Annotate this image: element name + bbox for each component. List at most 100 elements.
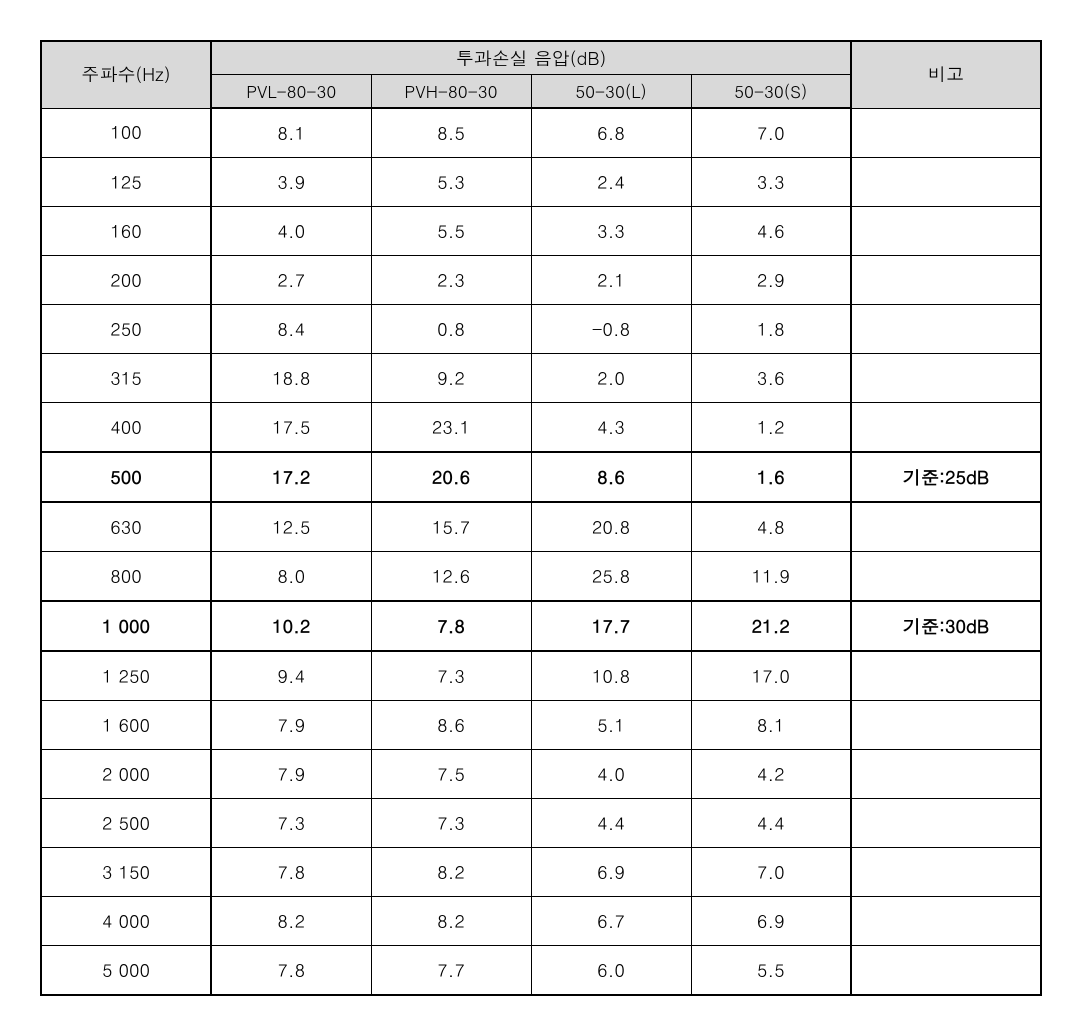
cell-value: 12.6 <box>371 552 531 602</box>
cell-value: 10.2 <box>211 601 371 651</box>
cell-frequency: 1 000 <box>41 601 211 651</box>
cell-value: 4.6 <box>691 207 851 256</box>
cell-value: 8.6 <box>371 701 531 750</box>
header-col-50s: 50-30(S) <box>691 75 851 109</box>
cell-frequency: 2 500 <box>41 799 211 848</box>
cell-value: -0.8 <box>531 305 691 354</box>
header-col-pvh: PVH-80-30 <box>371 75 531 109</box>
cell-note: 기준:30dB <box>851 601 1041 651</box>
cell-note <box>851 897 1041 946</box>
cell-value: 4.0 <box>211 207 371 256</box>
table-row: 40017.523.14.31.2 <box>41 403 1041 453</box>
cell-value: 1.2 <box>691 403 851 453</box>
cell-value: 7.3 <box>371 799 531 848</box>
cell-note <box>851 108 1041 158</box>
cell-value: 4.3 <box>531 403 691 453</box>
cell-value: 20.8 <box>531 502 691 552</box>
table-row: 63012.515.720.84.8 <box>41 502 1041 552</box>
table-row: 1 6007.98.65.18.1 <box>41 701 1041 750</box>
cell-value: 17.5 <box>211 403 371 453</box>
cell-frequency: 800 <box>41 552 211 602</box>
cell-value: 7.5 <box>371 750 531 799</box>
cell-value: 8.4 <box>211 305 371 354</box>
table-row: 1 2509.47.310.817.0 <box>41 651 1041 701</box>
transmission-loss-table: 주파수(Hz) 투과손실 음압(dB) 비고 PVL-80-30 PVH-80-… <box>40 40 1042 996</box>
cell-frequency: 400 <box>41 403 211 453</box>
cell-frequency: 630 <box>41 502 211 552</box>
cell-frequency: 200 <box>41 256 211 305</box>
cell-value: 8.2 <box>371 897 531 946</box>
cell-value: 11.9 <box>691 552 851 602</box>
cell-value: 8.2 <box>371 848 531 897</box>
table-body: 1008.18.56.87.01253.95.32.43.31604.05.53… <box>41 108 1041 995</box>
table-row: 8008.012.625.811.9 <box>41 552 1041 602</box>
cell-value: 1.6 <box>691 452 851 502</box>
cell-value: 17.7 <box>531 601 691 651</box>
table-header: 주파수(Hz) 투과손실 음압(dB) 비고 PVL-80-30 PVH-80-… <box>41 41 1041 108</box>
cell-note <box>851 158 1041 207</box>
cell-value: 7.9 <box>211 701 371 750</box>
header-group-loss: 투과손실 음압(dB) <box>211 41 851 75</box>
table-row: 1253.95.32.43.3 <box>41 158 1041 207</box>
cell-value: 7.3 <box>371 651 531 701</box>
cell-value: 2.7 <box>211 256 371 305</box>
cell-note: 기준:25dB <box>851 452 1041 502</box>
cell-value: 21.2 <box>691 601 851 651</box>
cell-value: 2.3 <box>371 256 531 305</box>
cell-value: 4.8 <box>691 502 851 552</box>
cell-note <box>851 354 1041 403</box>
cell-value: 3.6 <box>691 354 851 403</box>
cell-note <box>851 848 1041 897</box>
cell-value: 12.5 <box>211 502 371 552</box>
cell-note <box>851 502 1041 552</box>
cell-frequency: 500 <box>41 452 211 502</box>
cell-frequency: 4 000 <box>41 897 211 946</box>
cell-value: 7.0 <box>691 108 851 158</box>
cell-value: 17.0 <box>691 651 851 701</box>
cell-value: 5.1 <box>531 701 691 750</box>
cell-value: 7.9 <box>211 750 371 799</box>
cell-value: 6.8 <box>531 108 691 158</box>
cell-value: 4.4 <box>691 799 851 848</box>
cell-value: 7.3 <box>211 799 371 848</box>
cell-value: 25.8 <box>531 552 691 602</box>
table-row: 2 5007.37.34.44.4 <box>41 799 1041 848</box>
cell-value: 20.6 <box>371 452 531 502</box>
cell-frequency: 3 150 <box>41 848 211 897</box>
cell-value: 10.8 <box>531 651 691 701</box>
table-row: 1 00010.27.817.721.2기준:30dB <box>41 601 1041 651</box>
header-note: 비고 <box>851 41 1041 108</box>
cell-frequency: 125 <box>41 158 211 207</box>
cell-value: 15.7 <box>371 502 531 552</box>
cell-value: 7.8 <box>371 601 531 651</box>
cell-note <box>851 403 1041 453</box>
cell-note <box>851 651 1041 701</box>
cell-note <box>851 256 1041 305</box>
cell-value: 4.4 <box>531 799 691 848</box>
cell-note <box>851 799 1041 848</box>
cell-value: 6.7 <box>531 897 691 946</box>
cell-value: 0.8 <box>371 305 531 354</box>
header-frequency: 주파수(Hz) <box>41 41 211 108</box>
cell-frequency: 100 <box>41 108 211 158</box>
cell-value: 2.9 <box>691 256 851 305</box>
cell-value: 7.8 <box>211 848 371 897</box>
cell-value: 3.3 <box>531 207 691 256</box>
cell-value: 5.5 <box>371 207 531 256</box>
cell-frequency: 1 600 <box>41 701 211 750</box>
cell-frequency: 1 250 <box>41 651 211 701</box>
cell-value: 7.0 <box>691 848 851 897</box>
cell-value: 3.9 <box>211 158 371 207</box>
cell-value: 4.2 <box>691 750 851 799</box>
cell-value: 23.1 <box>371 403 531 453</box>
cell-value: 2.4 <box>531 158 691 207</box>
cell-note <box>851 701 1041 750</box>
table-row: 2 0007.97.54.04.2 <box>41 750 1041 799</box>
cell-frequency: 160 <box>41 207 211 256</box>
table-row: 2508.40.8-0.81.8 <box>41 305 1041 354</box>
cell-value: 3.3 <box>691 158 851 207</box>
table-row: 1008.18.56.87.0 <box>41 108 1041 158</box>
cell-value: 9.2 <box>371 354 531 403</box>
cell-value: 8.1 <box>691 701 851 750</box>
table-row: 31518.89.22.03.6 <box>41 354 1041 403</box>
